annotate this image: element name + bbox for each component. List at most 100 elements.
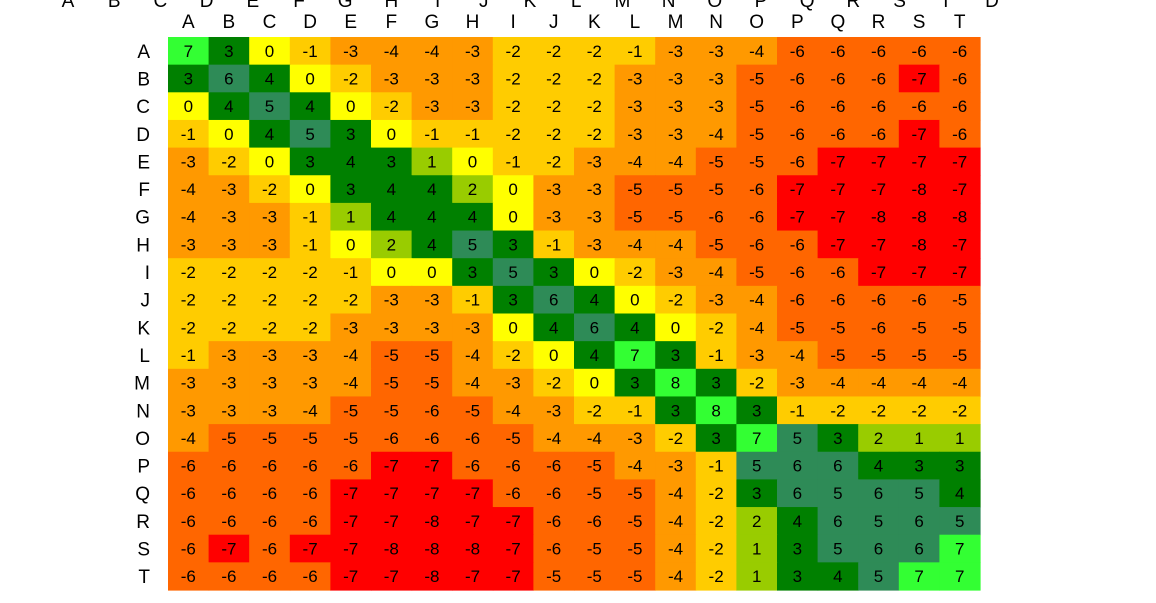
cell-value-M-B: -3 — [221, 374, 236, 393]
cell-value-O-H: -6 — [465, 429, 480, 448]
cell-value-C-I: -2 — [506, 97, 521, 116]
cell-value-P-T: 3 — [955, 457, 964, 476]
cell-value-K-Q: -5 — [830, 318, 845, 337]
cell-value-N-A: -3 — [181, 401, 196, 420]
cell-value-R-T: 5 — [955, 512, 964, 531]
heatmap-cell-P-M — [655, 451, 697, 480]
heatmap-cell-P-I — [492, 451, 534, 480]
heatmap-cell-H-J — [533, 230, 575, 259]
cell-value-B-G: -3 — [424, 69, 439, 88]
cell-value-R-E: -7 — [343, 512, 358, 531]
heatmap-cell-B-Q — [817, 64, 859, 93]
heatmap-cell-I-I — [492, 258, 534, 287]
heatmap-cell-Q-N — [695, 479, 737, 508]
heatmap-cell-S-B — [208, 534, 250, 563]
heatmap-cell-R-B — [208, 507, 250, 536]
cell-value-I-L: -2 — [627, 263, 642, 282]
cell-value-I-K: 0 — [590, 263, 599, 282]
cell-value-D-M: -3 — [668, 125, 683, 144]
heatmap-cell-C-M — [655, 92, 697, 121]
heatmap-cell-E-H — [452, 147, 494, 176]
y-tick-label-B: B — [137, 69, 150, 90]
heatmap-cell-P-B — [208, 451, 250, 480]
heatmap-cell-N-H — [452, 396, 494, 425]
heatmap-cell-T-G — [411, 562, 453, 591]
heatmap-cell-G-T — [939, 202, 981, 232]
heatmap-cell-Q-K — [574, 479, 616, 508]
heatmap-cell-O-E — [330, 424, 372, 453]
cell-value-L-L: 7 — [630, 346, 639, 365]
heatmap-cell-R-D — [289, 507, 331, 536]
cell-value-T-C: -6 — [262, 567, 277, 586]
cell-value-I-C: -2 — [262, 263, 277, 282]
heatmap-cell-D-P — [777, 119, 819, 149]
cell-value-E-T: -7 — [952, 152, 967, 171]
cell-value-F-D: 0 — [305, 180, 314, 199]
cell-value-B-H: -3 — [465, 69, 480, 88]
cell-value-B-O: -5 — [749, 69, 764, 88]
cell-value-Q-O: 3 — [752, 484, 761, 503]
heatmap-cell-G-E — [330, 202, 372, 232]
cell-value-B-I: -2 — [506, 69, 521, 88]
y-tick-label-G: G — [135, 208, 150, 229]
x-tick-label-K: K — [588, 12, 601, 33]
cell-value-P-R: 4 — [874, 457, 883, 476]
cell-value-B-P: -6 — [790, 69, 805, 88]
heatmap-cell-I-P — [777, 258, 819, 287]
cell-value-N-M: 3 — [671, 401, 680, 420]
heatmap-cell-C-D — [289, 92, 331, 121]
cell-value-C-H: -3 — [465, 97, 480, 116]
cell-value-K-C: -2 — [262, 318, 277, 337]
heatmap-cell-F-K — [574, 175, 616, 204]
cell-value-A-I: -2 — [506, 42, 521, 61]
heatmap-cell-N-K — [574, 396, 616, 425]
cell-value-K-R: -6 — [871, 318, 886, 337]
cropped-top-label-7: H — [385, 0, 399, 12]
cell-value-S-H: -8 — [465, 540, 480, 559]
cell-value-O-C: -5 — [262, 429, 277, 448]
cell-value-Q-M: -4 — [668, 484, 683, 503]
heatmap-cell-J-E — [330, 285, 372, 315]
heatmap-cell-A-C — [249, 37, 291, 66]
cell-value-T-K: -5 — [587, 567, 602, 586]
heatmap-cell-B-T — [939, 64, 981, 93]
cell-value-G-N: -6 — [709, 208, 724, 227]
heatmap-cell-I-J — [533, 258, 575, 287]
cell-value-T-B: -6 — [221, 567, 236, 586]
heatmap-cell-G-S — [898, 202, 940, 232]
heatmap-cell-K-S — [898, 313, 940, 342]
heatmap-cell-M-O — [736, 368, 778, 398]
cell-value-M-M: 8 — [671, 374, 680, 393]
heatmap-cell-K-K — [574, 313, 616, 342]
cell-value-B-S: -7 — [912, 69, 927, 88]
cell-value-O-T: 1 — [955, 429, 964, 448]
cell-value-C-P: -6 — [790, 97, 805, 116]
heatmap-cell-T-I — [492, 562, 534, 591]
cell-value-P-O: 5 — [752, 457, 761, 476]
cell-value-L-P: -4 — [790, 346, 805, 365]
cell-value-T-D: -6 — [303, 567, 318, 586]
heatmap-cell-K-L — [614, 313, 656, 342]
cell-value-F-P: -7 — [790, 180, 805, 199]
cell-value-J-I: 3 — [508, 291, 517, 310]
heatmap-cell-O-M — [655, 424, 697, 453]
cell-value-O-M: -2 — [668, 429, 683, 448]
cell-value-N-P: -1 — [790, 401, 805, 420]
cell-value-M-P: -3 — [790, 374, 805, 393]
y-tick-label-S: S — [137, 540, 150, 561]
cell-value-C-O: -5 — [749, 97, 764, 116]
cell-value-E-P: -6 — [790, 152, 805, 171]
heatmap-cell-B-L — [614, 64, 656, 93]
cell-value-L-R: -5 — [871, 346, 886, 365]
cell-value-P-L: -4 — [627, 457, 642, 476]
cell-value-J-M: -2 — [668, 291, 683, 310]
heatmap-cell-F-R — [858, 175, 900, 204]
cell-value-G-J: -3 — [546, 208, 561, 227]
cell-value-J-F: -3 — [384, 291, 399, 310]
cell-value-D-H: -1 — [465, 125, 480, 144]
heatmap-cell-E-Q — [817, 147, 859, 176]
heatmap-cell-P-C — [249, 451, 291, 480]
cell-value-N-F: -5 — [384, 401, 399, 420]
heatmap-cell-T-E — [330, 562, 372, 591]
heatmap-cell-D-E — [330, 119, 372, 149]
